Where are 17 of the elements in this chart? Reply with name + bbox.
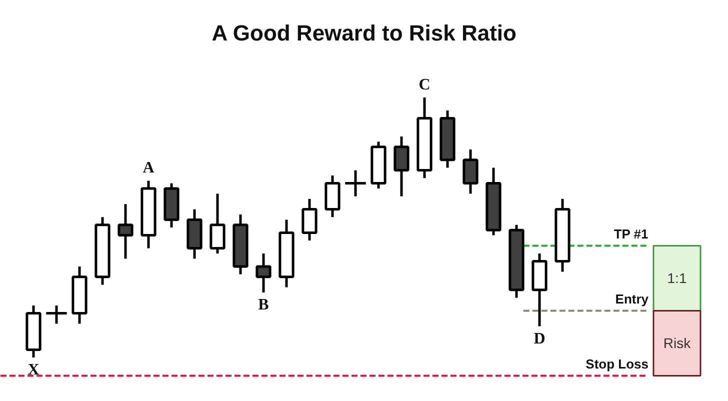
text: 1:1 xyxy=(667,270,687,286)
candlestick xyxy=(394,135,410,198)
text: Risk xyxy=(663,335,692,352)
candlestick xyxy=(118,202,134,260)
chart-title: A Good Reward to Risk Ratio xyxy=(212,20,516,46)
ref-line-label: Stop Loss xyxy=(586,356,649,372)
annotation: B xyxy=(258,296,270,314)
candlestick xyxy=(302,198,318,242)
annotation: A xyxy=(142,160,155,177)
ref-line-label: TP #1 xyxy=(614,226,648,242)
annotation: X xyxy=(28,362,40,378)
annotation: D xyxy=(534,330,546,348)
candlestick xyxy=(462,148,478,195)
candlestick xyxy=(210,192,226,255)
ref-line-label: Entry xyxy=(615,292,650,307)
candlestick xyxy=(256,252,272,294)
annotation: C xyxy=(418,76,430,94)
